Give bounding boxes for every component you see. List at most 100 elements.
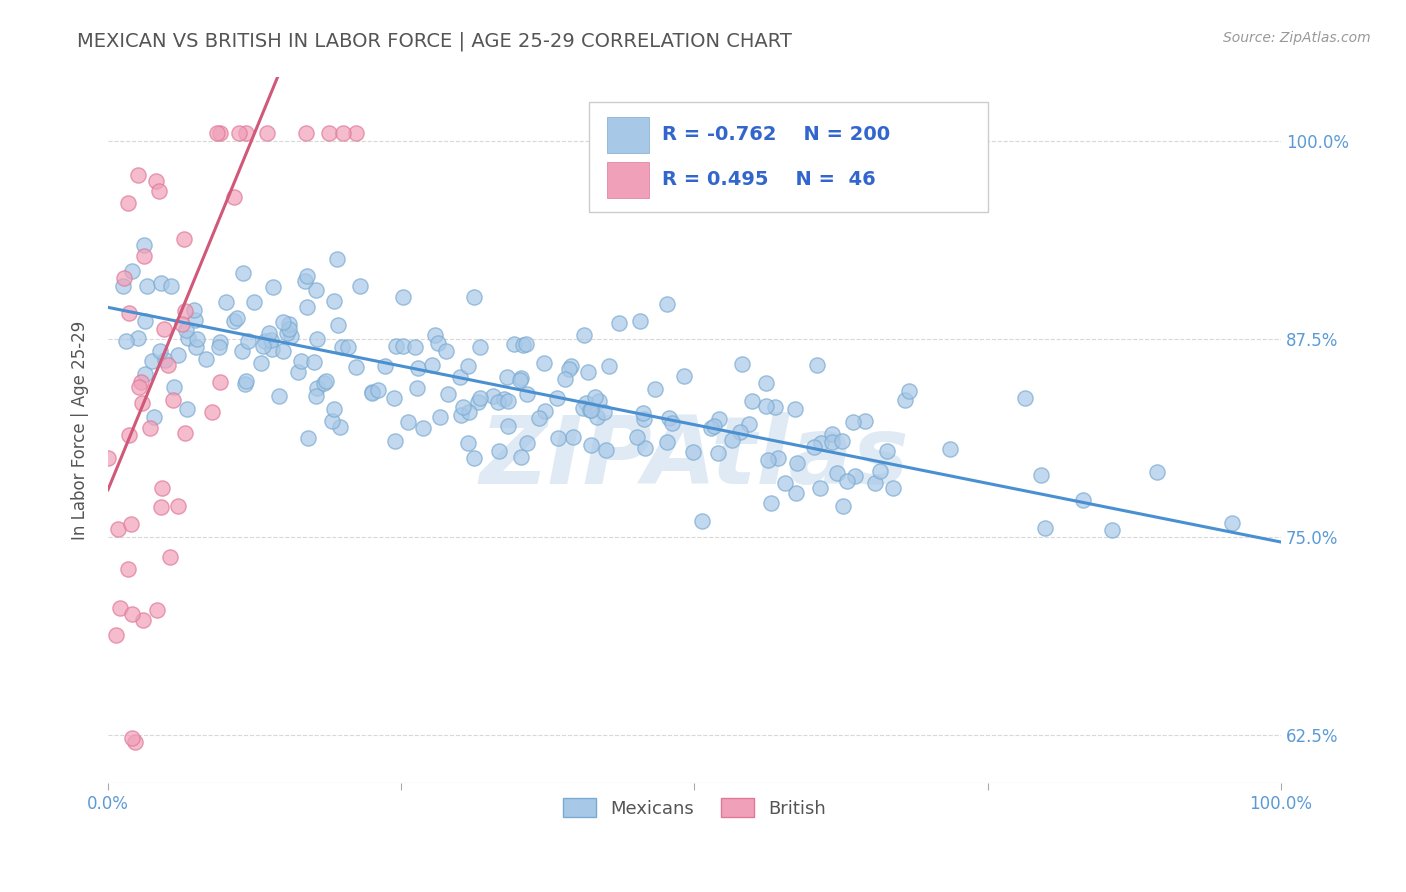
Point (392, 290, 415, 304)
Point (336, 340, 359, 354)
Point (581, 403, 603, 417)
Point (305, 388, 328, 402)
Point (131, 613, 153, 627)
Point (488, 444, 510, 458)
Point (121, 607, 143, 621)
Point (326, 318, 349, 332)
Point (194, 352, 217, 367)
Point (224, 314, 246, 328)
Point (634, 441, 657, 455)
Point (149, 343, 172, 358)
Point (208, 126, 231, 140)
Point (392, 339, 415, 353)
Point (121, 731, 143, 746)
Point (111, 278, 134, 293)
Point (173, 303, 195, 318)
Point (644, 382, 666, 396)
Text: Source: ZipAtlas.com: Source: ZipAtlas.com (1223, 31, 1371, 45)
Point (690, 514, 713, 528)
Point (657, 434, 679, 449)
Point (468, 391, 491, 405)
Point (318, 126, 340, 140)
Point (863, 476, 886, 491)
Point (404, 340, 426, 354)
Point (200, 405, 222, 419)
Point (330, 341, 353, 355)
Point (457, 436, 479, 450)
Point (756, 453, 779, 467)
Point (534, 404, 557, 418)
Point (332, 126, 354, 140)
Point (496, 394, 519, 409)
Point (257, 326, 280, 341)
Point (533, 355, 555, 369)
Point (579, 438, 602, 452)
Point (558, 362, 581, 376)
Point (574, 328, 596, 343)
Point (167, 499, 190, 513)
Point (384, 434, 406, 448)
Point (302, 355, 325, 369)
Point (808, 481, 831, 495)
Point (509, 371, 531, 385)
Point (172, 317, 194, 331)
Point (898, 384, 921, 398)
Point (938, 442, 960, 456)
Point (314, 376, 336, 390)
Point (236, 334, 259, 349)
Point (783, 401, 806, 416)
Point (831, 499, 853, 513)
Point (167, 348, 190, 362)
Point (108, 601, 131, 615)
Point (882, 481, 904, 495)
Point (176, 401, 198, 416)
Point (546, 391, 568, 405)
Point (588, 394, 610, 409)
Point (128, 379, 150, 393)
Point (730, 425, 752, 439)
Point (773, 476, 796, 491)
Point (224, 189, 246, 203)
Point (1220, 516, 1243, 531)
Point (463, 450, 485, 465)
Point (486, 395, 509, 409)
Point (626, 430, 648, 444)
Point (297, 301, 319, 315)
Point (361, 385, 384, 400)
Point (503, 337, 526, 351)
Point (429, 409, 451, 424)
Point (512, 338, 534, 352)
Point (786, 456, 808, 470)
Point (208, 340, 231, 354)
Point (156, 358, 179, 372)
Point (741, 393, 763, 408)
Point (844, 469, 866, 483)
Point (146, 602, 169, 616)
Point (174, 426, 197, 441)
Point (893, 392, 915, 407)
Point (305, 381, 328, 395)
Point (876, 443, 898, 458)
Point (127, 168, 149, 182)
Point (463, 290, 485, 304)
Point (496, 369, 519, 384)
Point (124, 735, 146, 749)
Point (467, 395, 489, 409)
Point (250, 356, 273, 370)
Point (186, 340, 208, 354)
Point (97, 450, 120, 465)
Point (420, 358, 443, 372)
Point (361, 385, 384, 400)
Point (344, 359, 367, 374)
Point (803, 440, 825, 454)
Point (707, 412, 730, 426)
Point (243, 294, 266, 309)
Point (661, 416, 683, 430)
Point (152, 322, 174, 336)
Point (208, 334, 231, 349)
Point (825, 467, 848, 481)
Point (509, 450, 531, 464)
Point (547, 431, 569, 445)
Point (205, 126, 228, 140)
Point (585, 409, 607, 424)
